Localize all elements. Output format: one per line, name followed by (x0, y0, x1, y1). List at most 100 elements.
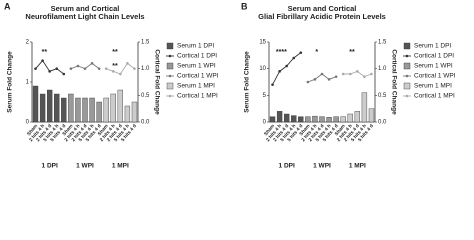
group-label: 1 DPI (42, 163, 58, 170)
bar (75, 97, 81, 123)
y-tick-label: 1 (26, 80, 30, 86)
point (34, 67, 37, 70)
legend-swatch (405, 94, 409, 98)
point (69, 67, 73, 70)
legend-label: Cortical 1 WPI (414, 73, 456, 80)
significance: **** (276, 49, 287, 56)
legend-swatch (403, 82, 411, 90)
y2-tick-label: 1.0 (141, 66, 150, 72)
point (370, 72, 373, 76)
legend-swatch (166, 42, 174, 50)
point (104, 67, 108, 70)
significance: ** (112, 63, 118, 70)
point (356, 70, 359, 73)
point (278, 70, 281, 73)
point (320, 72, 324, 76)
y-tick-label: 15 (259, 40, 266, 46)
bar (54, 93, 60, 123)
bar (103, 97, 109, 123)
group-label: 1 WPI (76, 163, 94, 170)
bar (312, 115, 318, 123)
y2-axis-title: Cortical Fold Change (153, 49, 160, 115)
legend-swatch (405, 54, 409, 58)
point (341, 72, 345, 76)
bar (340, 116, 346, 123)
point (90, 62, 94, 65)
point (76, 64, 80, 68)
bar (89, 97, 95, 123)
y2-tick-label: 0.5 (378, 93, 387, 99)
legend-swatch (168, 94, 172, 98)
legend-label: Serum 1 WPI (414, 63, 453, 70)
legend-label: Serum 1 MPI (177, 83, 215, 90)
y-axis-title: Serum Fold Change (7, 51, 14, 113)
point (55, 67, 59, 70)
group-label: 1 DPI (279, 163, 295, 170)
point (327, 78, 331, 81)
chart-title: Glial Fibrillary Acidic Protein Levels (258, 12, 386, 21)
bar (326, 116, 332, 123)
bar (39, 93, 46, 123)
significance: * (315, 49, 318, 56)
point (292, 56, 296, 60)
y2-tick-label: 0.5 (141, 93, 150, 99)
bar (291, 115, 297, 123)
legend-label: Serum 1 DPI (177, 43, 214, 50)
y2-tick-label: 1.5 (141, 40, 150, 46)
legend-label: Serum 1 MPI (414, 83, 452, 90)
bar (61, 97, 67, 123)
y-axis-title: Serum Fold Change (244, 51, 251, 113)
legend-label: Cortical 1 MPI (414, 93, 455, 100)
point (306, 80, 310, 84)
chart-title: Serum and Cortical (51, 4, 120, 13)
legend-swatch (168, 54, 172, 58)
group-label: 1 WPI (313, 163, 331, 170)
bar (269, 116, 276, 123)
legend-swatch (403, 62, 411, 70)
significance: ** (349, 49, 355, 56)
bar (283, 113, 290, 123)
y2-tick-label: 1.0 (378, 66, 387, 72)
legend-label: Serum 1 WPI (177, 63, 216, 70)
y2-tick-label: 0.0 (378, 120, 387, 126)
panel-label: A (4, 1, 11, 11)
legend-label: Cortical 1 MPI (177, 93, 218, 100)
y2-tick-label: 1.5 (378, 40, 387, 46)
y2-tick-label: 0.0 (141, 120, 150, 126)
legend-label: Cortical 1 DPI (414, 53, 454, 60)
group-label: 1 MPI (349, 163, 366, 170)
point (313, 78, 317, 81)
line (272, 52, 302, 85)
point (111, 70, 115, 73)
bar (68, 93, 74, 123)
bar (110, 93, 116, 123)
bar (124, 105, 131, 123)
point (119, 72, 122, 76)
bar (46, 89, 53, 123)
bar (298, 116, 304, 123)
bar (96, 101, 102, 123)
y2-axis-title: Cortical Fold Change (390, 49, 397, 115)
point (41, 59, 44, 62)
bar (276, 111, 283, 123)
legend-swatch (166, 62, 174, 70)
point (363, 75, 366, 78)
legend-swatch (403, 42, 411, 50)
legend-label: Serum 1 DPI (414, 43, 451, 50)
bar (333, 116, 339, 123)
point (334, 75, 338, 78)
significance: ** (112, 49, 118, 56)
point (97, 67, 101, 70)
point (62, 72, 66, 76)
point (299, 51, 303, 54)
legend-swatch (166, 82, 174, 90)
bar (305, 116, 311, 123)
bar (32, 85, 39, 123)
legend-swatch (405, 74, 409, 78)
y-tick-label: 0 (26, 120, 30, 126)
y-tick-label: 5 (263, 93, 267, 99)
point (133, 67, 136, 70)
y-tick-label: 2 (26, 40, 30, 46)
